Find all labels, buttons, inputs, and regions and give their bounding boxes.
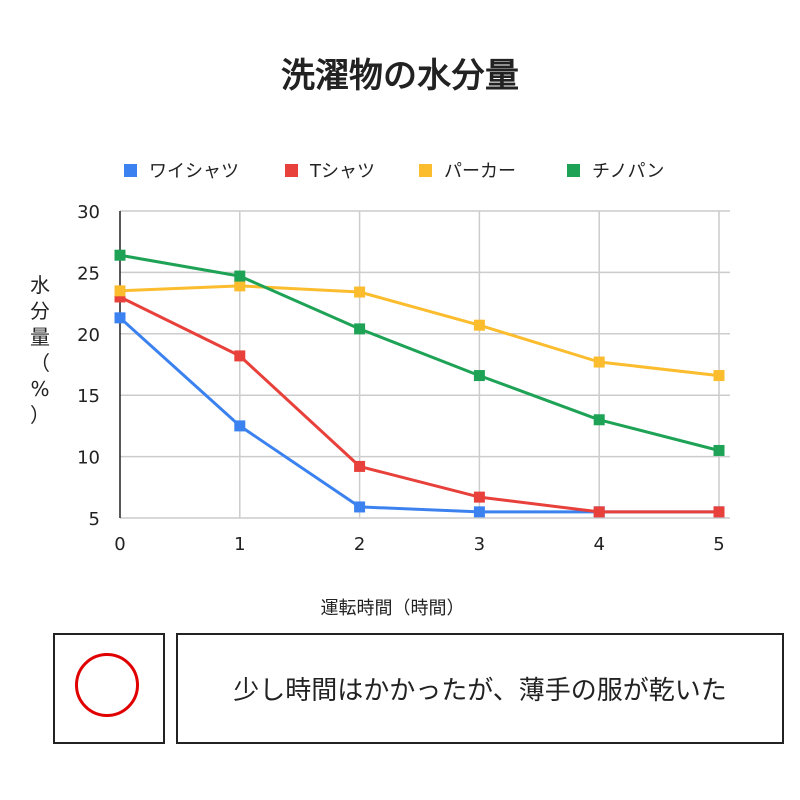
legend-label: パーカー [444, 161, 516, 182]
data-point-1-3 [473, 491, 485, 503]
y-tick-label: 15 [77, 386, 100, 407]
data-point-3-0 [114, 249, 126, 261]
verdict-box [53, 633, 165, 744]
data-point-1-1 [234, 350, 246, 362]
data-point-2-4 [593, 356, 605, 368]
y-axis-label-char: ） [30, 403, 50, 427]
y-axis-label: 水分量（%） [26, 272, 54, 428]
x-tick-label: 5 [713, 534, 724, 555]
y-tick-label: 30 [77, 202, 100, 223]
data-point-3-3 [473, 370, 485, 382]
data-point-2-5 [713, 370, 725, 382]
y-axis-label-char: 量 [30, 325, 50, 349]
data-point-0-0 [114, 312, 126, 324]
x-axis-label: 運転時間（時間） [320, 598, 465, 619]
legend-label: チノパン [592, 161, 665, 182]
y-tick-label: 25 [77, 263, 100, 284]
comment-box: 少し時間はかかったが、薄手の服が乾いた [176, 633, 784, 744]
legend-label: ワイシャツ [149, 161, 239, 182]
chart-title: 洗濯物の水分量 [281, 56, 519, 96]
x-tick-label: 3 [474, 534, 485, 555]
data-point-1-0 [114, 291, 126, 303]
x-tick-label: 4 [593, 534, 604, 555]
y-tick-label: 10 [77, 448, 100, 469]
series-line-1 [119, 295, 719, 514]
data-point-3-5 [713, 444, 725, 456]
data-point-2-1 [234, 280, 246, 292]
y-axis-label-char: （ [30, 351, 50, 375]
legend-label: Tシャツ [310, 161, 375, 182]
data-point-2-0 [114, 285, 126, 297]
data-point-3-2 [354, 323, 366, 335]
data-point-1-5 [713, 506, 725, 518]
circle-icon [75, 653, 139, 717]
legend-swatch [285, 163, 298, 177]
legend-item-tshirt: Tシャツ [285, 158, 375, 182]
data-point-2-3 [473, 319, 485, 331]
x-tick-label: 0 [114, 534, 125, 555]
data-point-2-2 [354, 286, 366, 298]
y-axis-label-char: 分 [30, 299, 50, 323]
y-axis-label-char: % [30, 377, 50, 401]
legend-item-chinos: チノパン [567, 158, 664, 182]
data-point-1-2 [354, 460, 366, 472]
comment-text: 少し時間はかかったが、薄手の服が乾いた [233, 676, 727, 706]
legend-swatch [124, 163, 137, 177]
data-point-3-1 [234, 270, 246, 282]
data-point-3-4 [593, 414, 605, 426]
series-line-3 [119, 253, 720, 452]
data-point-0-3 [473, 506, 485, 518]
legend-item-parka: パーカー [419, 158, 516, 182]
legend: ワイシャツ Tシャツ パーカー チノパン [0, 158, 800, 182]
legend-swatch [419, 163, 432, 177]
y-tick-label: 20 [77, 325, 100, 346]
legend-swatch [567, 163, 580, 177]
data-point-0-1 [234, 420, 246, 432]
series-line-2 [119, 284, 720, 378]
legend-item-wishirt: ワイシャツ [124, 158, 239, 182]
y-axis-label-char: 水 [30, 273, 50, 297]
x-tick-label: 2 [354, 534, 365, 555]
x-tick-label: 1 [234, 534, 245, 555]
data-point-0-2 [354, 501, 366, 513]
y-tick-label: 5 [89, 509, 100, 530]
data-point-1-4 [593, 506, 605, 518]
